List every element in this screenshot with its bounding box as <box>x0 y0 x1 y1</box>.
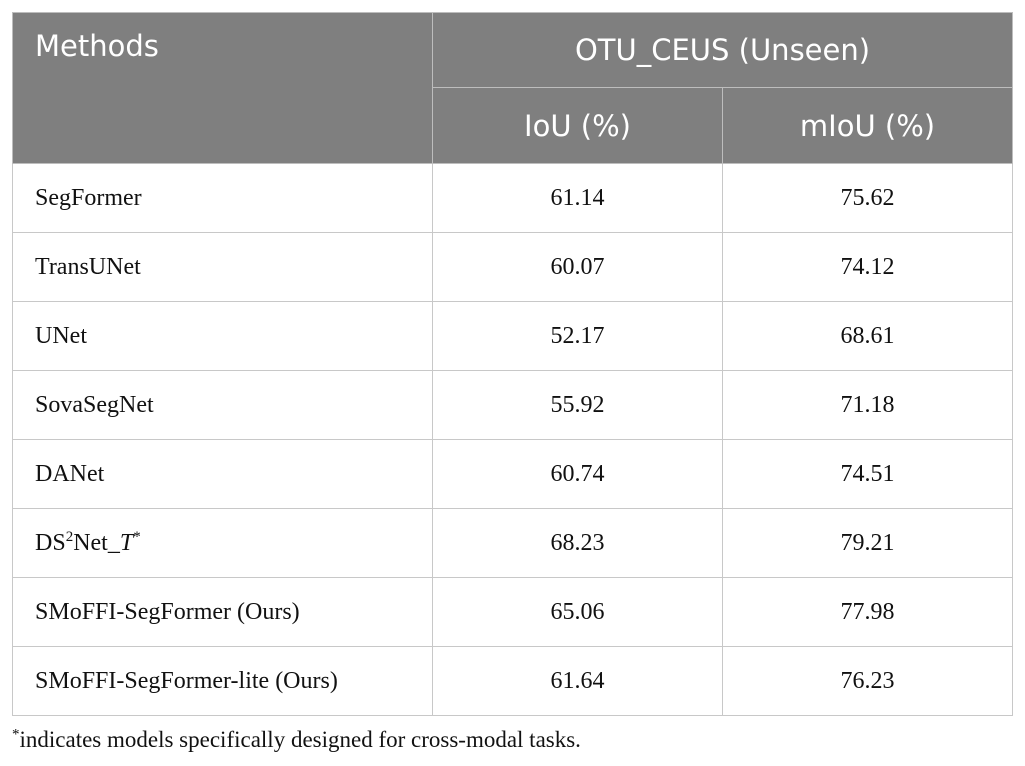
table-row: DANet 60.74 74.51 <box>12 439 1014 509</box>
header-cell: IoU (%) <box>432 87 723 164</box>
miou-cell: 79.21 <box>721 508 1014 578</box>
method-cell: DANet <box>12 439 433 509</box>
method-part: DS <box>35 529 66 556</box>
method-part: Net_ <box>73 529 120 556</box>
iou-cell: 60.74 <box>432 439 723 509</box>
table-row: UNet 52.17 68.61 <box>12 301 1014 371</box>
method-cell: SMoFFI-SegFormer (Ours) <box>12 577 433 647</box>
iou-cell: 65.06 <box>432 577 723 647</box>
method-cell: SMoFFI-SegFormer-lite (Ours) <box>12 646 433 716</box>
iou-cell: 61.14 <box>432 163 723 233</box>
miou-cell: 75.62 <box>721 163 1014 233</box>
table-row: SMoFFI-SegFormer-lite (Ours) 61.64 76.23 <box>12 646 1014 716</box>
miou-cell: 68.61 <box>721 301 1014 371</box>
iou-cell: 68.23 <box>432 508 723 578</box>
miou-cell: 74.51 <box>721 439 1014 509</box>
header-cell: OTU_CEUS (Unseen) <box>431 12 1014 88</box>
iou-cell: 52.17 <box>432 301 723 371</box>
table-row: DS2Net_T* 68.23 79.21 <box>12 508 1014 578</box>
method-part: 2 <box>65 528 74 545</box>
table-row: SovaSegNet 55.92 71.18 <box>12 370 1014 440</box>
method-cell: SegFormer <box>12 163 433 233</box>
table-wrap: Methods OTU_CEUS (Unseen) IoU (%) mIoU (… <box>12 12 1014 716</box>
header-row: IoU (%) mIoU (%) <box>13 87 1014 164</box>
method-part: * <box>133 528 141 545</box>
header-cell: Methods <box>12 12 433 164</box>
miou-cell: 77.98 <box>721 577 1014 647</box>
method-cell: DS2Net_T* <box>12 508 433 578</box>
header-cell: mIoU (%) <box>721 87 1014 164</box>
footnote-marker: * <box>12 726 20 743</box>
miou-cell: 71.18 <box>721 370 1014 440</box>
miou-cell: 74.12 <box>721 232 1014 302</box>
table-head: Methods OTU_CEUS (Unseen) IoU (%) mIoU (… <box>12 12 1014 164</box>
method-cell: SovaSegNet <box>12 370 433 440</box>
footnote-text: indicates models specifically designed f… <box>19 727 581 752</box>
method-cell: UNet <box>12 301 433 371</box>
iou-cell: 61.64 <box>432 646 723 716</box>
miou-cell: 76.23 <box>721 646 1014 716</box>
iou-cell: 60.07 <box>432 232 723 302</box>
results-table: Methods OTU_CEUS (Unseen) IoU (%) mIoU (… <box>12 12 1014 716</box>
method-cell: TransUNet <box>12 232 433 302</box>
table-body: SegFormer 61.14 75.62 TransUNet 60.07 74.12 UN… <box>12 163 1014 716</box>
table-row: SegFormer 61.14 75.62 <box>12 163 1014 233</box>
method-part: T <box>119 529 134 556</box>
table-row: TransUNet 60.07 74.12 <box>12 232 1014 302</box>
iou-cell: 55.92 <box>432 370 723 440</box>
footnote: *indicates models specifically designed … <box>12 727 581 753</box>
header-row: Methods OTU_CEUS (Unseen) <box>12 12 1014 164</box>
table-row: SMoFFI-SegFormer (Ours) 65.06 77.98 <box>12 577 1014 647</box>
